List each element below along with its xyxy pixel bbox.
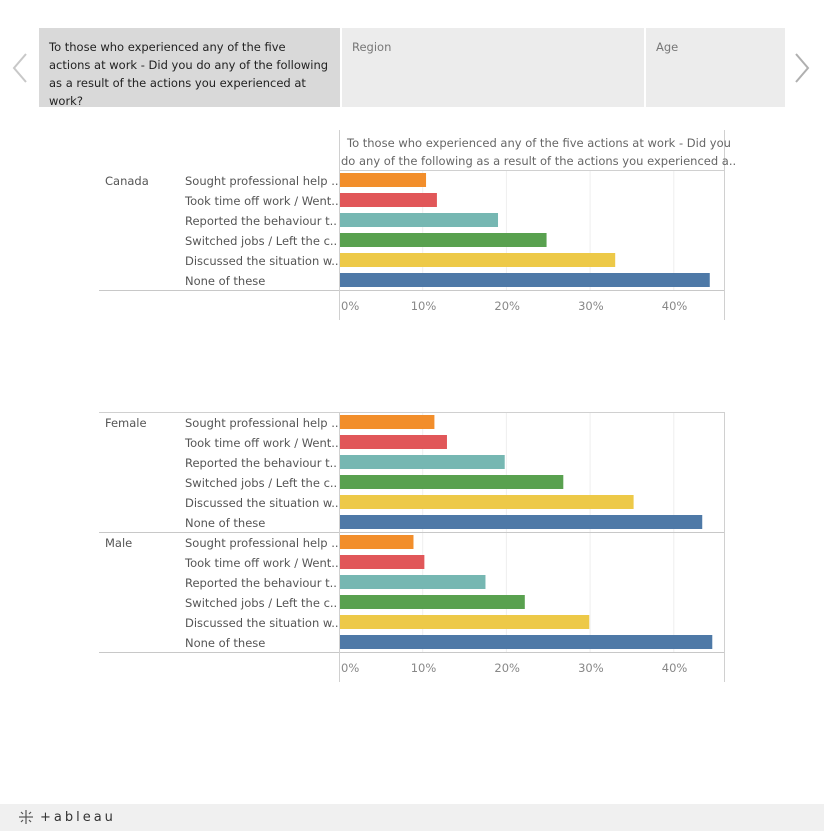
bar [340, 273, 710, 287]
category-label: Sought professional help .. [185, 174, 339, 188]
category-label: Discussed the situation w.. [185, 616, 339, 630]
bar [340, 555, 425, 569]
x-tick-label: 20% [494, 299, 520, 313]
x-tick-label: 40% [662, 299, 688, 313]
x-tick-label: 30% [578, 299, 604, 313]
category-label: Sought professional help .. [185, 416, 339, 430]
category-label: Reported the behaviour t.. [185, 214, 337, 228]
bar [340, 455, 505, 469]
bar [340, 495, 634, 509]
category-label: Reported the behaviour t.. [185, 576, 337, 590]
bar [340, 575, 486, 589]
category-label: Switched jobs / Left the c.. [185, 234, 337, 248]
x-tick-label: 0% [341, 661, 359, 675]
footer-bar [0, 804, 824, 831]
category-label: Took time off work / Went.. [184, 436, 339, 450]
x-tick-label: 40% [662, 661, 688, 675]
tableau-logo-text: +ableau [40, 809, 116, 825]
tab-actions-question[interactable]: To those who experienced any of the five… [39, 28, 340, 108]
bar [340, 635, 713, 649]
bar [340, 535, 414, 549]
bar [340, 193, 437, 207]
tab-region[interactable]: Region [342, 28, 644, 107]
x-tick-label: 0% [341, 299, 359, 313]
x-tick-label: 10% [411, 661, 437, 675]
bar [340, 415, 435, 429]
tableau-logo-icon [19, 810, 33, 824]
tableau-logo[interactable]: +ableau [18, 808, 116, 826]
chevron-right-icon[interactable] [790, 52, 814, 84]
column-header-line: do any of the following as a result of t… [341, 154, 736, 168]
category-label: None of these [185, 516, 265, 530]
category-label: Reported the behaviour t.. [185, 456, 337, 470]
category-label: Sought professional help .. [185, 536, 339, 550]
bar [340, 615, 590, 629]
bar [340, 213, 499, 227]
group-label: Canada [105, 174, 149, 188]
tab-age[interactable]: Age [646, 28, 785, 107]
chevron-left-icon[interactable] [8, 52, 32, 84]
category-label: Discussed the situation w.. [185, 496, 339, 510]
bar [340, 173, 427, 187]
category-label: Switched jobs / Left the c.. [185, 596, 337, 610]
bar [340, 595, 525, 609]
bar [340, 253, 616, 267]
group-label: Female [105, 416, 147, 430]
group-label: Male [105, 536, 132, 550]
bar [340, 515, 703, 529]
chart-canada: To those who experienced any of the five… [99, 130, 736, 320]
x-tick-label: 30% [578, 661, 604, 675]
bar [340, 233, 547, 247]
category-label: None of these [185, 274, 265, 288]
x-tick-label: 20% [494, 661, 520, 675]
category-label: Took time off work / Went.. [184, 556, 339, 570]
category-label: Discussed the situation w.. [185, 254, 339, 268]
category-label: None of these [185, 636, 265, 650]
column-header-line: To those who experienced any of the five… [346, 136, 731, 150]
bar [340, 435, 447, 449]
chart-gender: Female Sought professional help .. Took ti… [99, 412, 725, 682]
story-tab-bar: To those who experienced any of the five… [39, 28, 785, 108]
category-label: Switched jobs / Left the c.. [185, 476, 337, 490]
x-tick-label: 10% [411, 299, 437, 313]
bar [340, 475, 564, 489]
category-label: Took time off work / Went.. [184, 194, 339, 208]
